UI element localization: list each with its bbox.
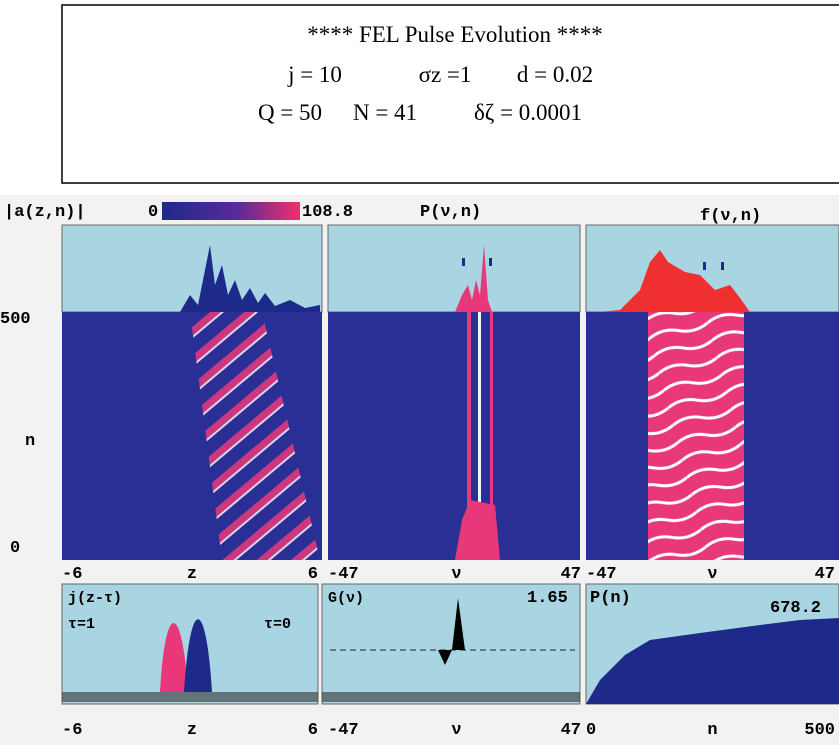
header-box xyxy=(61,4,839,184)
axis-label: 6 xyxy=(308,565,318,584)
axis-label: n xyxy=(25,432,35,451)
axis-label: 0 xyxy=(10,539,20,558)
heatmap-band xyxy=(455,500,500,560)
marker xyxy=(703,262,706,270)
heatmap xyxy=(328,312,580,560)
axis-label: n xyxy=(707,721,717,740)
power-curve xyxy=(586,618,839,704)
label: 1.65 xyxy=(527,589,568,608)
axis-label: z xyxy=(187,565,197,584)
label: G(ν) xyxy=(328,590,364,607)
heatmap-line xyxy=(478,312,481,522)
trace xyxy=(455,245,492,312)
param: σz =1 xyxy=(419,62,472,87)
gain-curve xyxy=(438,598,465,665)
label: 0 xyxy=(148,203,158,222)
label: τ=1 xyxy=(68,616,95,633)
label: 678.2 xyxy=(770,599,821,618)
axis-label: 47 xyxy=(815,565,835,584)
marker xyxy=(721,262,724,270)
heatmap-line xyxy=(467,312,471,522)
param: Q = 50 xyxy=(258,100,322,125)
label: f(ν,n) xyxy=(700,207,761,226)
axis-label: 500 xyxy=(0,310,31,329)
panel xyxy=(321,583,581,705)
header-title: **** FEL Pulse Evolution **** xyxy=(307,22,603,47)
axis-label: -47 xyxy=(586,565,617,584)
axis-label: ν xyxy=(707,565,717,584)
axis-label: z xyxy=(187,721,197,740)
color-bar xyxy=(162,202,300,220)
axis-label: -47 xyxy=(328,565,359,584)
label: j(z-τ) xyxy=(68,590,122,607)
label: P(ν,n) xyxy=(420,203,481,222)
heatmap-band xyxy=(648,312,744,560)
heatmap-band xyxy=(190,312,320,560)
axis-label: 0 xyxy=(586,721,596,740)
axes: -6 z 6 -47 ν 47 -47 ν 47 -6 z 6 -47 ν 47 0 n 500 xyxy=(62,565,835,740)
axis-label: 6 xyxy=(308,721,318,740)
axis-label: -47 xyxy=(328,721,359,740)
axis-label: 500 xyxy=(804,721,835,740)
label: τ=0 xyxy=(264,616,291,633)
axis-label: 47 xyxy=(561,565,581,584)
pulse xyxy=(160,623,188,692)
axis-strip xyxy=(322,692,580,702)
trace xyxy=(180,245,320,312)
heatmap-line xyxy=(490,312,493,522)
axis-label: ν xyxy=(451,721,461,740)
pulse xyxy=(184,619,212,692)
param: d = 0.02 xyxy=(517,62,593,87)
panel xyxy=(327,224,581,313)
axis-label: -6 xyxy=(62,721,82,740)
label: |a(z,n)| xyxy=(4,203,86,222)
marker xyxy=(489,258,492,266)
param: j = 10 xyxy=(287,62,342,87)
axis-label: ν xyxy=(451,565,461,584)
label: 108.8 xyxy=(302,203,353,222)
param: N = 41 xyxy=(353,100,417,125)
axis-label: 47 xyxy=(561,721,581,740)
marker xyxy=(462,258,465,266)
axis-label: -6 xyxy=(62,565,82,584)
axis-strip xyxy=(62,692,318,702)
trace xyxy=(598,250,750,312)
label: P(n) xyxy=(590,589,631,608)
param: δζ = 0.0001 xyxy=(474,100,582,125)
